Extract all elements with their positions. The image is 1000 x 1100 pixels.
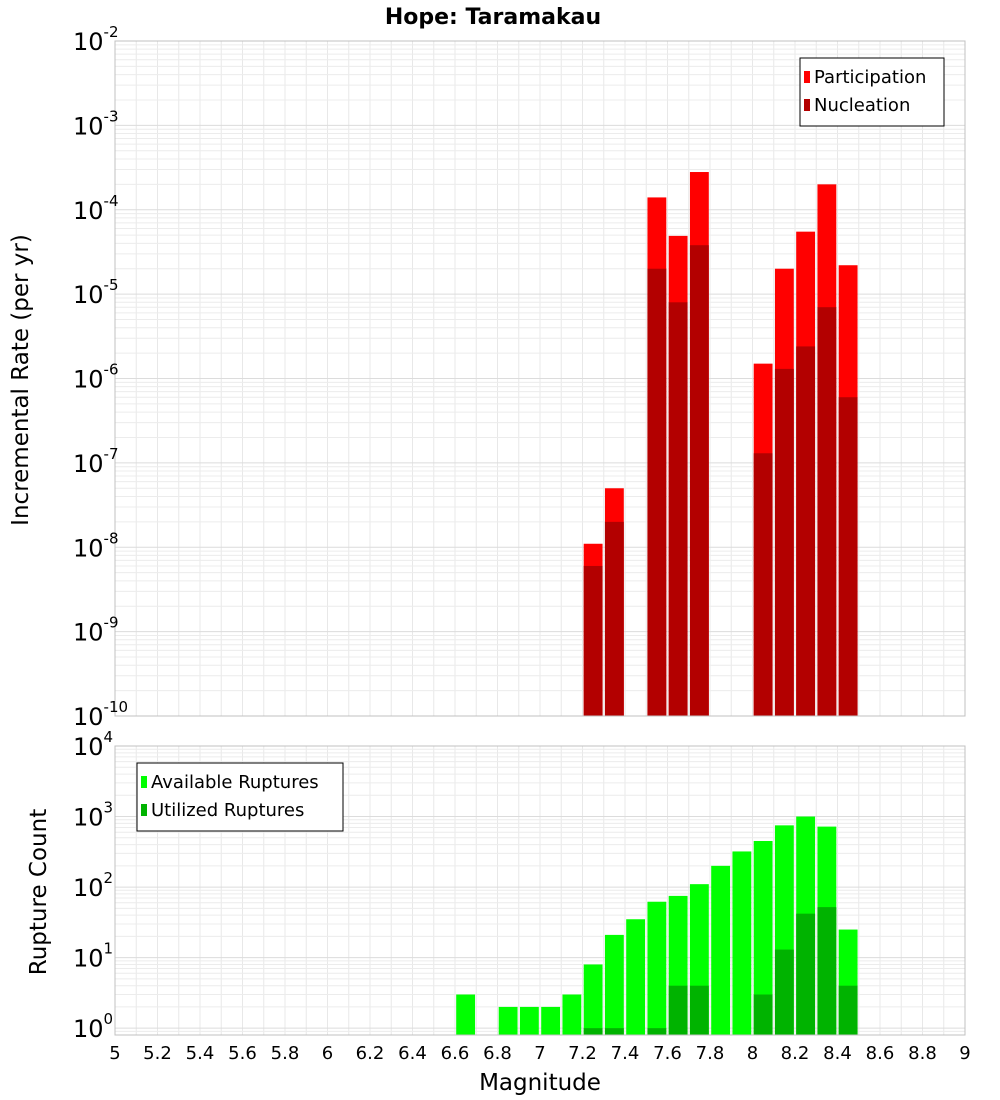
rate-y-tick-label: 10-2 <box>73 23 119 56</box>
rate-y-tick-label: 10-6 <box>73 361 119 394</box>
rate-y-tick-label: 10-4 <box>73 192 119 225</box>
count-legend-swatch <box>141 776 147 788</box>
x-tick-label: 6.6 <box>441 1043 470 1064</box>
count-bar-series1 <box>456 994 476 1035</box>
count-bar-series1 <box>711 865 731 1035</box>
count-y-ticks: 100 101 102 103 104 <box>73 728 113 1043</box>
count-y-tick-label: 100 <box>73 1010 113 1043</box>
count-bar-series2 <box>796 913 816 1035</box>
x-tick-label: 8 <box>747 1043 758 1064</box>
x-tick-label: 8.4 <box>823 1043 852 1064</box>
x-tick-label: 7.8 <box>696 1043 725 1064</box>
count-bar-series1 <box>541 1006 561 1035</box>
rate-y-ticks: 10-10 10-9 10-8 10-7 10-6 10-5 10-4 10-3 10-2 <box>73 23 128 731</box>
rate-panel: 10-10 10-9 10-8 10-7 10-6 10-5 10-4 10-3 10-2 In… <box>8 23 966 731</box>
x-tick-label: 5.6 <box>228 1043 257 1064</box>
rate-legend-swatch <box>804 99 810 111</box>
count-plot-frame <box>114 745 966 1036</box>
x-tick-label: 5.2 <box>143 1043 172 1064</box>
count-bars <box>456 816 858 1035</box>
x-tick-label: 7.2 <box>568 1043 597 1064</box>
rate-bar-series2 <box>583 565 603 716</box>
count-y-tick-label: 101 <box>73 940 113 973</box>
x-tick-label: 7.4 <box>611 1043 640 1064</box>
rate-y-tick-label: 10-8 <box>73 529 119 562</box>
x-tick-label: 8.6 <box>866 1043 895 1064</box>
rate-legend: Participation Nucleation <box>799 57 945 127</box>
count-bar-series1 <box>647 901 667 1035</box>
x-tick-label: 8.8 <box>908 1043 937 1064</box>
rate-legend-swatch <box>804 71 810 83</box>
x-tick-label: 9 <box>959 1043 970 1064</box>
count-bar-series2 <box>689 985 709 1035</box>
rate-y-axis-label: Incremental Rate (per yr) <box>8 234 34 526</box>
rate-bar-series2 <box>668 302 688 716</box>
x-tick-label: 6 <box>322 1043 333 1064</box>
count-bar-series2 <box>604 1028 624 1035</box>
rate-bar-series2 <box>689 245 709 717</box>
count-y-axis-label: Rupture Count <box>26 809 52 975</box>
x-ticks: 5 5.2 5.4 5.6 5.8 6 6.2 6.4 6.6 6.8 7 7.2 7.4 7.6 7.8 8… <box>109 1043 970 1064</box>
x-tick-label: 6.4 <box>398 1043 427 1064</box>
x-tick-label: 6.8 <box>483 1043 512 1064</box>
count-bar-series2 <box>817 907 837 1035</box>
count-bar-series1 <box>626 919 646 1035</box>
rate-legend-label: Participation <box>814 67 926 88</box>
x-tick-label: 5 <box>109 1043 120 1064</box>
rate-bar-series2 <box>604 521 624 716</box>
rate-y-tick-label: 10-9 <box>73 614 119 647</box>
rate-bar-series2 <box>838 397 858 716</box>
rate-y-tick-label: 10-5 <box>73 276 119 309</box>
x-tick-label: 7 <box>534 1043 545 1064</box>
x-tick-label: 8.2 <box>781 1043 810 1064</box>
count-y-tick-label: 104 <box>73 728 113 761</box>
rate-bars <box>583 172 858 717</box>
count-bar-series2 <box>753 994 773 1035</box>
count-panel: 100 101 102 103 104 Rupture Count Available … <box>26 728 971 1096</box>
rate-bar-series2 <box>817 307 837 716</box>
rate-legend-label: Nucleation <box>814 95 910 116</box>
count-bar-series2 <box>583 1028 603 1035</box>
count-legend-label: Available Ruptures <box>151 772 319 793</box>
count-y-tick-label: 103 <box>73 799 113 832</box>
x-axis-label: Magnitude <box>479 1070 601 1096</box>
rate-grid <box>114 41 966 717</box>
count-bar-series2 <box>668 985 688 1035</box>
count-bar-series1 <box>562 994 582 1035</box>
count-legend-swatch <box>141 804 147 816</box>
count-legend-label: Utilized Ruptures <box>151 800 304 821</box>
x-tick-label: 6.2 <box>356 1043 385 1064</box>
count-bar-series1 <box>732 851 752 1035</box>
x-tick-label: 7.6 <box>653 1043 682 1064</box>
x-tick-label: 5.8 <box>271 1043 300 1064</box>
chart-title: Hope: Taramakau <box>385 5 601 30</box>
rate-bar-series2 <box>796 346 816 716</box>
count-bar-series2 <box>838 985 858 1035</box>
rate-y-tick-label: 10-3 <box>73 107 119 140</box>
count-bar-series2 <box>774 949 794 1035</box>
count-bar-series2 <box>647 1028 667 1035</box>
rate-legend-box <box>799 57 945 127</box>
count-bar-series1 <box>519 1006 539 1035</box>
rate-y-tick-label: 10-7 <box>73 445 119 478</box>
count-y-tick-label: 102 <box>73 869 113 902</box>
x-tick-label: 5.4 <box>186 1043 215 1064</box>
count-bar-series1 <box>498 1006 518 1035</box>
count-bar-series1 <box>604 934 624 1035</box>
rate-y-tick-label: 10-10 <box>73 698 128 731</box>
count-bar-series1 <box>753 841 773 1035</box>
count-bar-series1 <box>583 964 603 1035</box>
count-legend: Available Ruptures Utilized Ruptures <box>136 762 344 832</box>
rate-plot-frame <box>114 40 966 717</box>
count-legend-box <box>136 762 344 832</box>
rate-bar-series2 <box>753 453 773 716</box>
rate-bar-series2 <box>774 368 794 716</box>
rate-bar-series2 <box>647 268 667 716</box>
